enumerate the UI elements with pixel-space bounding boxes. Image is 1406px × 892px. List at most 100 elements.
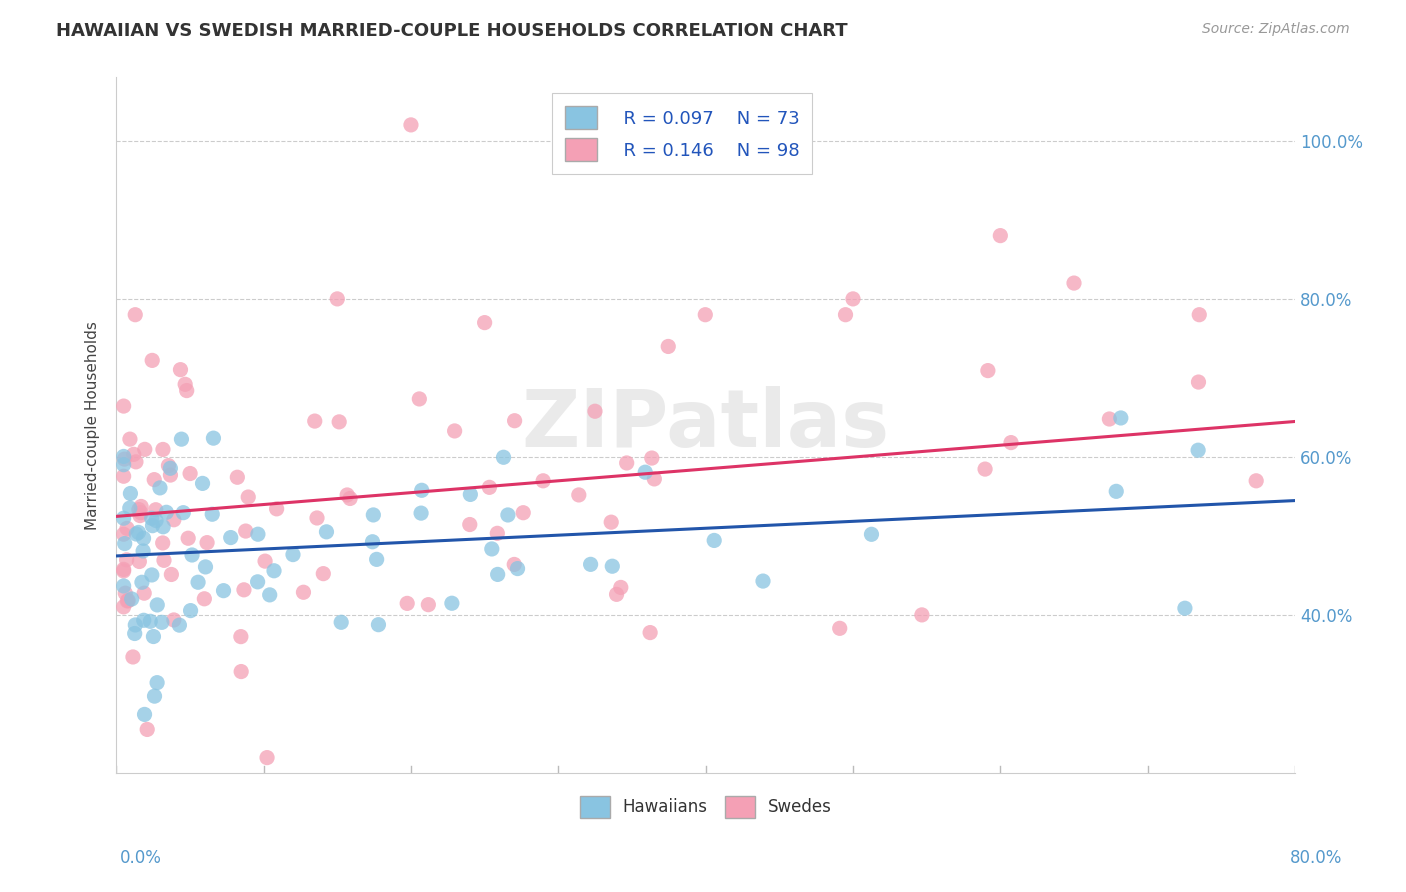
Point	[132, 613, 155, 627]
Point	[1187, 375, 1209, 389]
Point	[478, 480, 501, 494]
Point	[600, 515, 623, 529]
Point	[783, 157, 806, 171]
Point	[235, 524, 257, 538]
Point	[141, 568, 163, 582]
Y-axis label: Married-couple Households: Married-couple Households	[86, 321, 100, 530]
Point	[292, 585, 315, 599]
Point	[506, 561, 529, 575]
Point	[193, 591, 215, 606]
Text: 0.0%: 0.0%	[120, 849, 162, 867]
Point	[1244, 474, 1267, 488]
Point	[339, 491, 361, 506]
Point	[112, 511, 135, 525]
Point	[145, 514, 167, 528]
Point	[152, 536, 174, 550]
Point	[128, 502, 150, 516]
Point	[366, 552, 388, 566]
Point	[118, 432, 141, 446]
Point	[212, 583, 235, 598]
Point	[1063, 276, 1085, 290]
Point	[503, 414, 526, 428]
Point	[231, 665, 253, 679]
Point	[606, 587, 628, 601]
Point	[194, 560, 217, 574]
Point	[112, 579, 135, 593]
Point	[114, 452, 136, 467]
Point	[254, 554, 277, 568]
Point	[440, 596, 463, 610]
Point	[226, 470, 249, 484]
Point	[481, 541, 503, 556]
Point	[172, 506, 194, 520]
Text: 80.0%: 80.0%	[1291, 849, 1343, 867]
Point	[180, 604, 202, 618]
Point	[409, 506, 432, 520]
Point	[132, 544, 155, 558]
Point	[988, 228, 1011, 243]
Point	[641, 451, 664, 466]
Point	[367, 617, 389, 632]
Point	[150, 615, 173, 630]
Point	[122, 447, 145, 461]
Point	[159, 461, 181, 475]
Point	[259, 588, 281, 602]
Point	[600, 559, 623, 574]
Point	[117, 594, 139, 608]
Point	[1174, 601, 1197, 615]
Point	[160, 567, 183, 582]
Point	[752, 574, 775, 588]
Point	[568, 488, 591, 502]
Point	[492, 450, 515, 465]
Point	[112, 562, 135, 576]
Point	[125, 527, 148, 541]
Point	[112, 564, 135, 578]
Point	[583, 404, 606, 418]
Point	[124, 308, 146, 322]
Point	[134, 586, 156, 600]
Point	[163, 613, 186, 627]
Point	[117, 593, 139, 607]
Point	[496, 508, 519, 522]
Point	[443, 424, 465, 438]
Point	[120, 486, 142, 500]
Point	[219, 531, 242, 545]
Point	[634, 465, 657, 479]
Point	[330, 615, 353, 630]
Point	[146, 598, 169, 612]
Point	[911, 607, 934, 622]
Point	[187, 575, 209, 590]
Point	[132, 531, 155, 545]
Point	[141, 518, 163, 533]
Point	[177, 531, 200, 545]
Point	[408, 392, 430, 406]
Point	[246, 527, 269, 541]
Point	[828, 621, 851, 635]
Point	[531, 474, 554, 488]
Point	[977, 363, 1000, 377]
Point	[134, 707, 156, 722]
Point	[361, 534, 384, 549]
Point	[315, 524, 337, 539]
Point	[145, 502, 167, 516]
Point	[141, 511, 163, 525]
Point	[191, 476, 214, 491]
Point	[169, 618, 191, 632]
Point	[201, 507, 224, 521]
Point	[163, 513, 186, 527]
Point	[1105, 484, 1128, 499]
Point	[179, 467, 201, 481]
Point	[125, 455, 148, 469]
Point	[460, 487, 482, 501]
Point	[281, 548, 304, 562]
Point	[363, 508, 385, 522]
Point	[129, 500, 152, 514]
Point	[328, 415, 350, 429]
Legend: Hawaiians, Swedes: Hawaiians, Swedes	[572, 789, 838, 824]
Point	[112, 399, 135, 413]
Point	[124, 626, 146, 640]
Point	[112, 450, 135, 464]
Point	[139, 615, 162, 629]
Point	[1188, 308, 1211, 322]
Point	[118, 501, 141, 516]
